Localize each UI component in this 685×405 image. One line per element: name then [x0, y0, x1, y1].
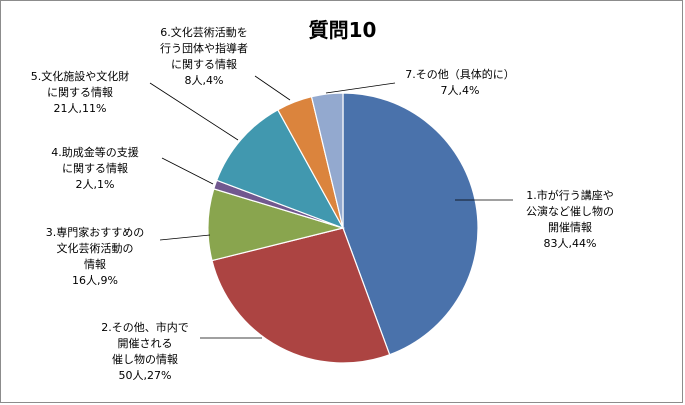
data-label-2-line-1: 2.その他、市内で: [101, 320, 189, 334]
pie-slice-1: [342, 92, 479, 356]
data-label-7-line-2: 7人,4%: [441, 84, 480, 97]
leader-line-3: [159, 234, 211, 241]
data-label-6-line-2: 行う団体や指導者: [160, 41, 248, 55]
data-label-6: 6.文化芸術活動を行う団体や指導者に関する情報 8人,4%: [160, 25, 248, 87]
data-label-4-line-2: に関する情報: [62, 162, 128, 175]
data-label-3-line-2: 文化芸術活動の: [57, 241, 134, 255]
leader-lines: [149, 75, 513, 339]
data-label-2-line-4: 50人,27%: [119, 369, 172, 382]
data-label-6-line-3: に関する情報: [171, 58, 237, 71]
data-label-4-line-3: 2人,1%: [76, 178, 115, 191]
data-label-1: 1.市が行う講座や公演など催し物の開催情報 83人,44%: [526, 188, 614, 250]
data-label-1-line-3: 開催情報: [548, 220, 592, 234]
data-label-3-line-3: 情報: [84, 258, 106, 271]
data-label-5-line-1: 5.文化施設や文化財: [31, 69, 130, 83]
data-label-6-line-4: 8人,4%: [185, 74, 224, 87]
leader-line-5: [149, 82, 239, 141]
data-label-6-line-1: 6.文化芸術活動を: [160, 25, 248, 39]
data-label-2: 2.その他、市内で開催される催し物の情報 50人,27%: [101, 320, 189, 382]
data-label-4-line-1: 4.助成金等の支援: [51, 145, 139, 159]
data-label-3-line-1: 3.専門家おすすめの: [46, 225, 145, 239]
pie-slice-7: [310, 92, 344, 229]
data-label-7: 7.その他（具体的に） 7人,4%: [405, 67, 515, 97]
data-label-3-line-4: 16人,9%: [72, 274, 118, 287]
leader-line-6: [254, 75, 291, 101]
data-label-5-line-2: に関する情報: [47, 86, 113, 99]
pie-slice-2: [211, 227, 391, 364]
data-label-3: 3.専門家おすすめの文化芸術活動の情報 16人,9%: [46, 225, 145, 287]
data-label-1-line-4: 83人,44%: [544, 237, 597, 250]
leader-line-7: [325, 82, 396, 94]
pie-slices: [207, 92, 479, 364]
data-label-1-line-2: 公演など催し物の: [526, 204, 614, 218]
leader-line-4: [161, 157, 214, 185]
data-label-4: 4.助成金等の支援に関する情報 2人,1%: [51, 145, 139, 191]
data-label-5: 5.文化施設や文化財に関する情報 21人,11%: [31, 69, 130, 115]
chart-title: 質問10: [308, 18, 377, 42]
data-label-1-line-1: 1.市が行う講座や: [526, 188, 614, 202]
data-label-7-line-1: 7.その他（具体的に）: [405, 67, 515, 81]
data-label-5-line-3: 21人,11%: [54, 102, 107, 115]
data-label-2-line-3: 催し物の情報: [112, 352, 178, 366]
data-label-2-line-2: 開催される: [118, 336, 173, 350]
pie-slice-5: [215, 108, 345, 230]
data-labels: 1.市が行う講座や公演など催し物の開催情報 83人,44% 2.その他、市内で開催さ…: [31, 25, 614, 382]
